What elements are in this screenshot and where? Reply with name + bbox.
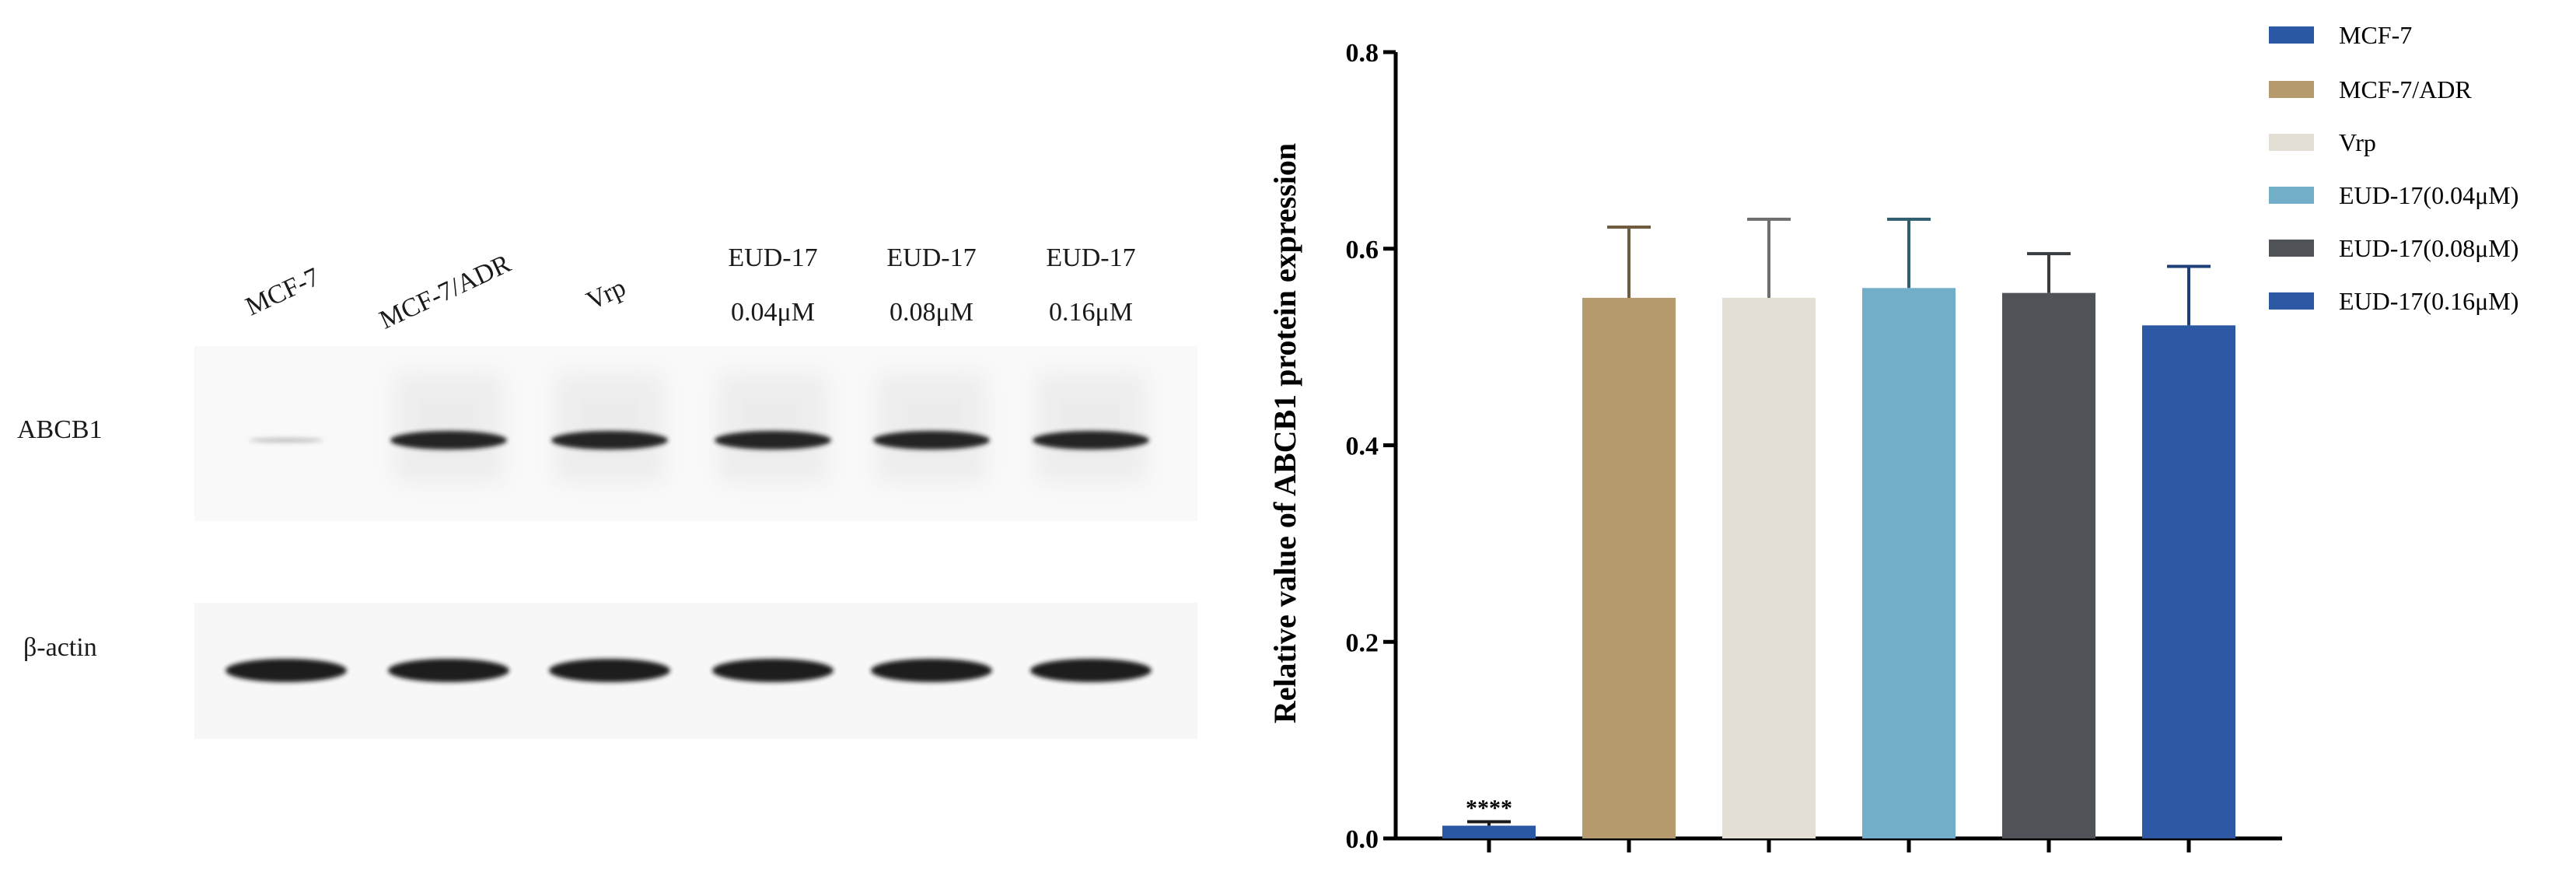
legend-swatch [2269,81,2314,98]
abcb1-band [551,431,668,450]
blot-background-actin [194,603,1197,739]
blot-membrane [194,346,1197,739]
y-tick-label: 0.8 [1346,39,1379,68]
abcb1-band [249,438,323,443]
bar [1862,288,1956,838]
legend-label: EUD-17(0.08μM) [2339,234,2518,262]
legend-swatch [2269,187,2314,204]
beta-actin-band [225,659,347,682]
lane-label: Vrp [582,273,631,316]
legend-label: MCF-7/ADR [2339,75,2472,103]
bars [1442,288,2235,838]
error-bars [1467,217,2211,826]
legend-label: Vrp [2339,128,2376,156]
lane-labels: MCF-7 MCF-7/ADR Vrp EUD-17 0.04μM EUD-17 0.08μ… [241,243,1135,335]
beta-actin-band [712,659,834,682]
blot-bands [225,373,1152,682]
abcb1-band-halo [555,373,664,482]
abcb1-band-halo [394,373,503,482]
x-axis [1394,836,2282,852]
beta-actin-band [1030,659,1152,682]
lane-label: MCF-7 [241,263,323,322]
significance-label: **** [1466,796,1512,821]
bar-chart: Relative value of ABCB1 protein expressi… [1267,21,2518,854]
lane-sublabel: 0.16μM [1049,298,1133,327]
abcb1-band [1033,431,1149,450]
beta-actin-band [871,659,992,682]
abcb1-band [873,431,990,450]
significance-annotations: **** [1466,796,1512,821]
legend-label: EUD-17(0.04μM) [2339,181,2518,209]
abcb1-band-halo [877,373,986,482]
legend-swatch [2269,292,2314,310]
western-blot-panel: MCF-7 MCF-7/ADR Vrp EUD-17 0.04μM EUD-17 0.08μ… [17,243,1197,739]
abcb1-band-halo [1036,373,1145,482]
bar [2002,292,2095,838]
lane-label: EUD-17 [886,243,976,272]
lane-label: EUD-17 [728,243,817,272]
y-axis-label: Relative value of ABCB1 protein expressi… [1267,143,1302,723]
blot-background-abcb1 [194,346,1197,521]
bar [2142,325,2235,838]
y-tick-label: 0.6 [1346,236,1379,264]
abcb1-band-halo [718,373,827,482]
lane-sublabel: 0.04μM [731,298,815,327]
legend-swatch [2269,134,2314,151]
legend-label: MCF-7 [2339,21,2412,49]
bar [1442,825,1536,838]
legend-label: EUD-17(0.16μM) [2339,287,2518,315]
lane-sublabel: 0.08μM [890,298,973,327]
beta-actin-band [388,659,509,682]
y-tick-label: 0.2 [1346,628,1379,657]
abcb1-band [390,431,507,450]
lane-label: MCF-7/ADR [376,249,516,334]
row-label-abcb1: ABCB1 [17,415,103,444]
bar [1722,297,1816,838]
y-axis: 0.0 0.2 0.4 0.6 0.8 [1346,39,1398,854]
bar [1582,297,1676,838]
abcb1-band [715,431,831,450]
beta-actin-band [549,659,670,682]
legend: MCF-7 MCF-7/ADR Vrp EUD-17(0.04μM) EUD-17(0.… [2269,21,2518,315]
legend-swatch [2269,26,2314,44]
y-tick-label: 0.0 [1346,825,1379,854]
lane-label: EUD-17 [1046,243,1135,272]
y-tick-label: 0.4 [1346,432,1379,461]
row-label-beta-actin: β-actin [23,633,97,662]
legend-swatch [2269,240,2314,257]
